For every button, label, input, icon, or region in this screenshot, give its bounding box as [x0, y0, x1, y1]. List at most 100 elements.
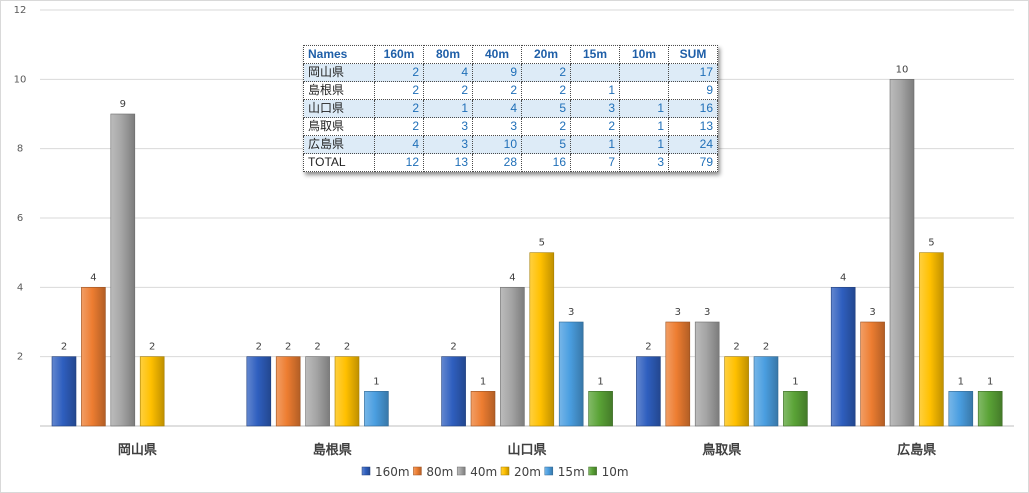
data-label: 2: [61, 342, 67, 353]
table-cell: 10: [472, 135, 522, 154]
bar-40m: [305, 356, 330, 427]
bar-80m: [665, 321, 691, 427]
table-total-cell: 3: [619, 153, 669, 172]
legend-swatch-160m: [361, 466, 371, 476]
bar-10m: [783, 391, 808, 427]
table-cell: 13: [668, 117, 718, 136]
table-cell: 4: [472, 99, 522, 118]
data-table: Names 160m 80m 40m 20m 15m 10m SUM 岡山県 2 4 9 2 17 島根県…: [303, 45, 718, 172]
legend-label: 160m: [375, 465, 410, 479]
legend-swatch-10m: [588, 466, 597, 476]
bar-160m: [246, 356, 272, 427]
table-row: 広島県 4 3 10 5 1 1 24: [303, 135, 718, 154]
table-cell: 2: [374, 81, 424, 100]
bar-20m: [139, 356, 165, 427]
table-cell: 4: [374, 135, 424, 154]
data-label: 2: [645, 342, 651, 353]
data-label: 4: [840, 272, 846, 283]
data-label: 2: [763, 342, 769, 353]
category-label: 島根県: [313, 442, 352, 458]
table-cell: 3: [472, 117, 522, 136]
table-cell: 1: [619, 135, 669, 154]
bar-15m: [753, 356, 779, 427]
table-total-row: TOTAL 12 13 28 16 7 3 79: [303, 153, 718, 172]
bar-15m: [948, 391, 974, 427]
table-cell: 岡山県: [303, 63, 375, 82]
bar-40m: [694, 321, 720, 427]
data-label: 4: [90, 272, 96, 283]
bar-80m: [470, 391, 496, 427]
legend-label: 20m: [514, 465, 541, 479]
table-cell: [619, 81, 669, 100]
data-label: 1: [373, 376, 379, 387]
data-label: 3: [869, 307, 875, 318]
data-label: 5: [539, 238, 545, 249]
table-header-cell: 10m: [619, 45, 669, 64]
table-cell: 5: [521, 135, 571, 154]
y-tick-label: 4: [17, 282, 23, 293]
table-cell: 16: [668, 99, 718, 118]
table-cell: 3: [423, 135, 473, 154]
data-label: 3: [568, 307, 574, 318]
table-cell: 2: [374, 99, 424, 118]
data-label: 1: [597, 376, 603, 387]
table-header-row: Names 160m 80m 40m 20m 15m 10m SUM: [303, 45, 718, 64]
table-cell: 2: [521, 63, 571, 82]
table-total-cell: 28: [472, 153, 522, 172]
bar-160m: [830, 287, 856, 427]
table-cell: 3: [423, 117, 473, 136]
table-cell: 山口県: [303, 99, 375, 118]
table-header-cell: 160m: [374, 45, 424, 64]
bar-20m: [334, 356, 360, 427]
table-cell: 4: [423, 63, 473, 82]
table-cell: 24: [668, 135, 718, 154]
bar-160m: [636, 356, 661, 427]
bar-160m: [51, 356, 77, 427]
table-cell: [619, 63, 669, 82]
data-label: 2: [285, 342, 291, 353]
data-label: 2: [450, 342, 456, 353]
bar-20m: [919, 252, 944, 427]
table-header-cell: Names: [303, 45, 375, 64]
table-cell: 1: [619, 99, 669, 118]
data-label: 10: [896, 64, 909, 75]
table-header-cell: 40m: [472, 45, 522, 64]
bar-160m: [441, 356, 466, 427]
data-label: 1: [792, 376, 798, 387]
bar-20m: [529, 252, 555, 427]
table-row: 山口県 2 1 4 5 3 1 16: [303, 99, 718, 118]
data-label: 1: [987, 376, 993, 387]
data-label: 2: [314, 342, 320, 353]
data-label: 1: [958, 376, 964, 387]
bar-80m: [275, 356, 301, 427]
data-label: 9: [120, 99, 126, 110]
category-label: 岡山県: [118, 442, 157, 458]
bar-10m: [977, 391, 1003, 427]
data-label: 1: [480, 376, 486, 387]
table-cell: 鳥取県: [303, 117, 375, 136]
table-total-cell: 12: [374, 153, 424, 172]
data-label: 3: [704, 307, 710, 318]
table-cell: 5: [521, 99, 571, 118]
table-body: 岡山県 2 4 9 2 17 島根県 2 2 2 2 1 9 山口県 2 1 4 5 3 1 16 鳥取県 2 3 3 2 2 1 13…: [303, 63, 718, 154]
table-cell: 17: [668, 63, 718, 82]
data-label: 2: [344, 342, 350, 353]
table-cell: 2: [570, 117, 620, 136]
table-row: 鳥取県 2 3 3 2 2 1 13: [303, 117, 718, 136]
table-header-cell: SUM: [668, 45, 718, 64]
y-tick-label: 2: [17, 352, 23, 363]
table-cell: 2: [423, 81, 473, 100]
data-label: 3: [675, 307, 681, 318]
bar-15m: [558, 321, 584, 427]
y-tick-label: 10: [14, 74, 27, 85]
y-tick-label: 6: [17, 213, 23, 224]
legend-swatch-15m: [544, 466, 554, 476]
table-row: 島根県 2 2 2 2 1 9: [303, 81, 718, 100]
table-header-cell: 15m: [570, 45, 620, 64]
table-cell: 広島県: [303, 135, 375, 154]
legend-swatch-80m: [413, 466, 422, 476]
table-total-cell: 79: [668, 153, 718, 172]
table-cell: [570, 63, 620, 82]
table-row: 岡山県 2 4 9 2 17: [303, 63, 718, 82]
